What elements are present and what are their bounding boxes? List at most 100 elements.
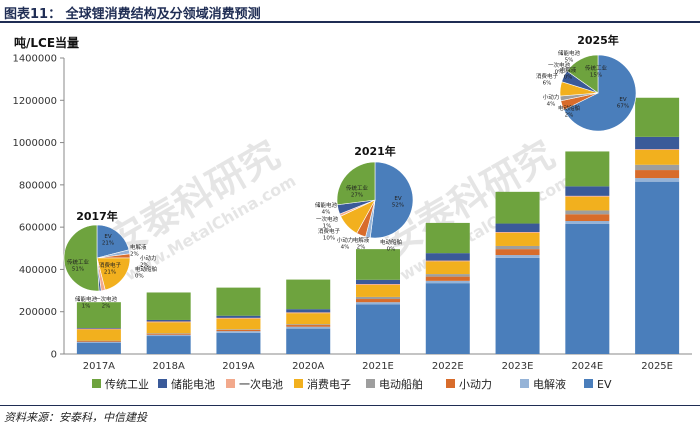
bar-segment bbox=[216, 317, 261, 319]
y-axis-label: 吨/LCE当量 bbox=[14, 35, 79, 50]
source-note: 资料来源：安泰科，中信建投 bbox=[4, 411, 147, 424]
bar-segment bbox=[565, 186, 610, 196]
bar-segment bbox=[635, 136, 680, 150]
bar-segment bbox=[216, 332, 261, 354]
x-tick-label: 2017A bbox=[83, 361, 115, 372]
legend-swatch bbox=[226, 379, 235, 388]
pie-percent: 51% bbox=[72, 267, 84, 273]
bar-segment bbox=[635, 149, 680, 150]
pie-percent: 5% bbox=[565, 58, 574, 64]
stacked-bars bbox=[76, 97, 680, 354]
bar-segment bbox=[565, 196, 610, 211]
bar-segment bbox=[76, 340, 121, 342]
pie-percent: 10% bbox=[323, 236, 335, 242]
bar-segment bbox=[76, 343, 121, 354]
pie-percent: 2% bbox=[357, 245, 366, 251]
bar-segment bbox=[286, 313, 331, 325]
pie-label: 储能电池 bbox=[315, 201, 338, 209]
bar-segment bbox=[495, 232, 540, 246]
bar-segment bbox=[356, 284, 400, 297]
bar-segment bbox=[286, 325, 331, 327]
figure-title: 图表11： 全球锂消费结构及分领域消费预测 bbox=[4, 7, 261, 22]
y-tick-label: 1400000 bbox=[12, 54, 57, 65]
pie-percent: 52% bbox=[392, 203, 404, 209]
bar-segment bbox=[286, 324, 331, 326]
pie-percent: 0% bbox=[387, 247, 396, 253]
legend-label: 储能电池 bbox=[171, 377, 215, 391]
bar-segment bbox=[495, 223, 540, 233]
bar-segment bbox=[565, 210, 610, 215]
bar-segment bbox=[76, 302, 121, 328]
bar-segment bbox=[146, 292, 191, 320]
bar-segment bbox=[425, 280, 470, 284]
pie-label: 电解液 bbox=[560, 66, 577, 74]
x-tick-label: 2021E bbox=[362, 361, 394, 372]
pie-label: 消费电子 bbox=[318, 227, 341, 235]
bar-segment bbox=[425, 261, 470, 275]
pie-label: 小动力 bbox=[140, 254, 157, 262]
pie-title: 2017年 bbox=[76, 209, 118, 223]
bar-segment bbox=[495, 255, 540, 258]
title-rule bbox=[0, 21, 700, 23]
bar-segment bbox=[635, 164, 680, 171]
bar-segment bbox=[356, 284, 400, 285]
legend-label: 电解液 bbox=[533, 377, 566, 391]
pie-percent: 2% bbox=[565, 113, 574, 119]
pie-percent: 2% bbox=[102, 304, 111, 310]
bottom-rule bbox=[0, 405, 700, 406]
pie-percent: 4% bbox=[547, 102, 556, 108]
bar-segment bbox=[356, 296, 400, 300]
y-tick-label: 400000 bbox=[19, 265, 57, 276]
x-tick-label: 2025E bbox=[641, 361, 673, 372]
legend-label: 电动船舶 bbox=[379, 377, 423, 391]
bar-segment bbox=[635, 170, 680, 179]
bar-segment bbox=[495, 249, 540, 256]
pie-slice bbox=[96, 257, 131, 291]
bar-segment bbox=[565, 221, 610, 224]
bar-segment bbox=[76, 340, 121, 342]
pie-slice bbox=[369, 161, 414, 239]
y-tick-label: 0 bbox=[51, 350, 57, 361]
bar-segment bbox=[425, 276, 470, 281]
bar-segment bbox=[495, 245, 540, 250]
pie-chart: 2021年EV52%电解液2%小动力4%电动船舶0%消费电子10%一次电池1%储… bbox=[315, 144, 414, 253]
legend-swatch bbox=[366, 379, 375, 388]
bar-segment bbox=[565, 223, 610, 354]
legend-label: 消费电子 bbox=[307, 377, 351, 391]
pie-percent: 4% bbox=[322, 210, 331, 216]
x-tick-label: 2018A bbox=[153, 361, 185, 372]
y-tick-label: 200000 bbox=[19, 307, 57, 318]
bar-segment bbox=[146, 336, 191, 354]
bar-segment bbox=[635, 149, 680, 165]
pie-percent: 1% bbox=[323, 224, 332, 230]
pie-charts: 2017年EV21%电解液2%小动力2%电动船舶0%消费电子21%一次电池2%储… bbox=[63, 33, 637, 310]
x-tick-label: 2019A bbox=[222, 361, 254, 372]
pie-slice bbox=[336, 161, 376, 206]
bar-segment bbox=[146, 322, 191, 334]
pie-title: 2021年 bbox=[354, 144, 396, 158]
pie-label: 一次电池 bbox=[316, 215, 339, 223]
pie-label: EV bbox=[104, 234, 111, 240]
legend-label: EV bbox=[597, 378, 612, 391]
pie-label: 消费电子 bbox=[536, 72, 559, 80]
bar-segment bbox=[356, 249, 400, 280]
bar-segment bbox=[425, 274, 470, 277]
pie-chart: 2017年EV21%电解液2%小动力2%电动船舶0%消费电子21%一次电池2%储… bbox=[63, 209, 157, 310]
legend-label: 一次电池 bbox=[239, 377, 283, 391]
bar-segment bbox=[286, 326, 331, 329]
pie-label: EV bbox=[394, 196, 401, 202]
bar-segment bbox=[216, 287, 261, 316]
bar-segment bbox=[76, 327, 121, 329]
pie-slice bbox=[63, 224, 100, 292]
pie-percent: 15% bbox=[590, 73, 602, 79]
y-tick-label: 800000 bbox=[19, 180, 57, 191]
bar-segment bbox=[216, 329, 261, 330]
bar-segment bbox=[356, 279, 400, 285]
bar-segment bbox=[76, 341, 121, 344]
pie-label: 储能电池 bbox=[558, 49, 581, 57]
pie-label: 电解液 bbox=[353, 236, 370, 244]
bar-segment bbox=[635, 97, 680, 137]
pie-percent: 2% bbox=[130, 252, 139, 258]
bar-segment bbox=[635, 178, 680, 182]
pie-percent: 0% bbox=[555, 70, 564, 76]
